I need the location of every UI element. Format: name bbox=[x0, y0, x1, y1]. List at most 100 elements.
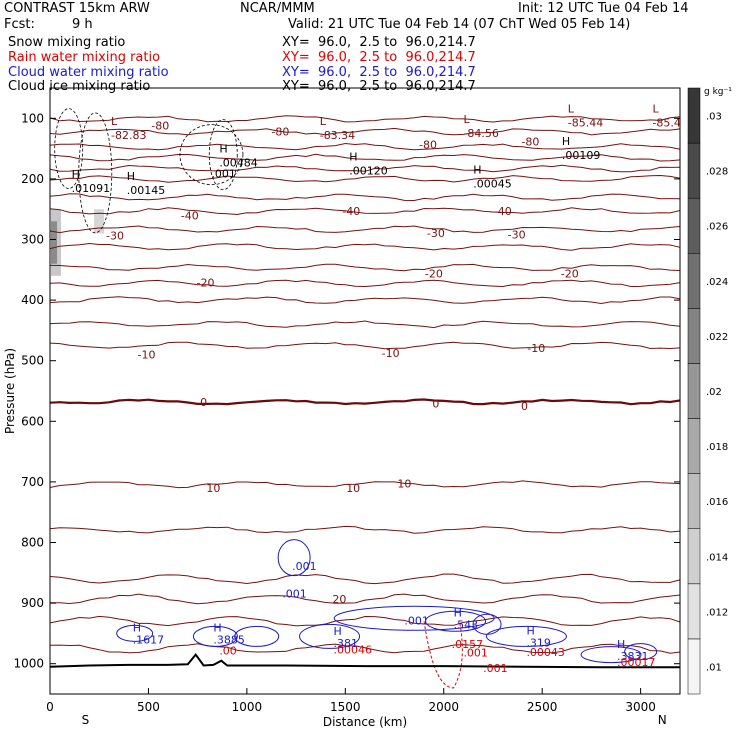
colorbar-label: .03 bbox=[706, 112, 722, 123]
isotherm-label: 10 bbox=[346, 482, 360, 495]
isotherm bbox=[49, 525, 681, 534]
cloud-water-contour bbox=[333, 605, 495, 631]
y-tick-label: 500 bbox=[21, 354, 44, 368]
rain-value: .00 bbox=[219, 645, 237, 658]
rain-value: .001 bbox=[463, 646, 488, 659]
cloud-extremum-value: .381 bbox=[334, 637, 359, 650]
cloud-water-contour bbox=[116, 624, 154, 642]
colorbar-label: .028 bbox=[706, 167, 728, 178]
field-cloud-name: Cloud water mixing ratio bbox=[8, 65, 169, 80]
isotherm-label: -80 bbox=[151, 120, 169, 133]
colorbar-swatch bbox=[687, 363, 701, 419]
valid-time: Valid: 21 UTC Tue 04 Feb 14 (07 ChT Wed … bbox=[288, 17, 631, 32]
cloud-water-contour bbox=[580, 646, 642, 664]
isotherm-label: 20 bbox=[332, 593, 346, 606]
rain-value: .00046 bbox=[334, 643, 373, 656]
fcst-value: 9 h bbox=[72, 17, 93, 32]
isotherm-label: -40 bbox=[494, 205, 512, 218]
snow-shading-layer bbox=[51, 209, 104, 276]
colorbar-label: .014 bbox=[706, 552, 728, 563]
cloud-label: .001 bbox=[292, 560, 317, 573]
colorbar-label: .022 bbox=[706, 332, 728, 343]
end-label-right: N bbox=[658, 713, 667, 727]
colorbar: .01 .012 .014 .016 .018 .02 .022 .024 .026 .028 .0… bbox=[687, 87, 732, 695]
cloud-extremum-value: .3831 bbox=[617, 650, 649, 663]
extremum-letter: H bbox=[562, 135, 570, 148]
cloud-extremum-value: .543 bbox=[454, 618, 479, 631]
isotherm-label: -20 bbox=[197, 277, 215, 290]
isotherm-label: 0 bbox=[521, 400, 528, 413]
isotherm bbox=[49, 207, 681, 216]
y-axis-label: Pressure (hPa) bbox=[3, 348, 17, 434]
extremum-value: -82.83 bbox=[111, 129, 146, 142]
isotherm bbox=[49, 127, 681, 136]
isotherm bbox=[49, 164, 681, 173]
cloud-water-contour bbox=[234, 625, 280, 647]
field-rain-xy: XY= 96.0, 2.5 to 96.0,214.7 bbox=[282, 50, 476, 65]
extremum-letter: L bbox=[652, 103, 659, 116]
cloud-extremum-letter: H bbox=[213, 621, 221, 634]
isotherm bbox=[49, 643, 681, 654]
extremum-value: .00484 bbox=[219, 157, 258, 170]
terrain-line bbox=[49, 652, 680, 669]
isotherm bbox=[49, 242, 681, 251]
isotherm-label: -20 bbox=[561, 267, 579, 280]
cloud-extremum-value: .319 bbox=[526, 636, 551, 649]
extremum-value: .00145 bbox=[127, 184, 166, 197]
extremum-letter: L bbox=[568, 103, 575, 116]
extremum-value: -85.4 bbox=[652, 117, 680, 130]
extremum-value: .01091 bbox=[72, 182, 111, 195]
rain-value: .001 bbox=[483, 662, 508, 675]
colorbar-label: .01 bbox=[706, 662, 722, 673]
isotherm bbox=[49, 263, 681, 272]
extremum-letter: H bbox=[349, 151, 357, 164]
rain-value: .00043 bbox=[526, 646, 565, 659]
isotherm-label: -10 bbox=[382, 347, 400, 360]
isotherm-layer bbox=[49, 115, 681, 654]
snow-contour bbox=[78, 112, 113, 234]
isotherm bbox=[49, 174, 681, 183]
extremum-value: .00045 bbox=[473, 177, 512, 190]
cloud-extremum-value: .3885 bbox=[213, 633, 245, 646]
cloud-extremum-letter: H bbox=[133, 621, 141, 634]
snow-contour bbox=[208, 119, 238, 191]
y-tick-label: 1000 bbox=[13, 657, 44, 671]
colorbar-swatch bbox=[687, 308, 701, 364]
snow-shading bbox=[51, 221, 57, 264]
cloud-water-contour bbox=[425, 610, 487, 632]
colorbar-label: .012 bbox=[706, 607, 728, 618]
rain-layer bbox=[423, 621, 463, 689]
field-ice-xy: XY= 96.0, 2.5 to 96.0,214.7 bbox=[282, 79, 476, 94]
cloud-water-contour bbox=[299, 623, 361, 649]
x-tick-label: 3000 bbox=[625, 700, 656, 714]
colorbar-swatch bbox=[687, 473, 701, 529]
snow-label: .001 bbox=[211, 168, 236, 181]
isotherm bbox=[49, 279, 681, 288]
extremum-letter: H bbox=[72, 168, 80, 181]
snow-contour bbox=[179, 124, 244, 186]
isotherm bbox=[49, 615, 681, 627]
colorbar-label: .026 bbox=[706, 222, 728, 233]
extremum-value: .00109 bbox=[562, 149, 601, 162]
colorbar-unit: g kg⁻¹ bbox=[704, 87, 732, 97]
isotherm bbox=[49, 320, 681, 329]
contour-label-layer: -80 -80 -80 -80 -40 -40 -40 -30 -30 -30 -20 -20 -20 -… bbox=[72, 103, 681, 675]
colorbar-label: .016 bbox=[706, 497, 728, 508]
cloud-water-contour bbox=[485, 625, 567, 647]
cloud-extremum-letter: H bbox=[454, 606, 462, 619]
field-cloud-xy: XY= 96.0, 2.5 to 96.0,214.7 bbox=[282, 65, 476, 80]
end-label-left: S bbox=[82, 713, 90, 727]
cloud-extremum-letter: H bbox=[526, 624, 534, 637]
isotherm-label: -30 bbox=[106, 229, 124, 242]
cloud-water-contour bbox=[277, 539, 311, 577]
x-tick-label: 0 bbox=[46, 700, 54, 714]
extremum-value: .00120 bbox=[349, 165, 388, 178]
isotherm bbox=[49, 193, 681, 202]
cloud-extremum-letter: H bbox=[617, 638, 625, 651]
isotherm-label: -40 bbox=[181, 209, 199, 222]
snow-contour bbox=[54, 108, 84, 190]
snow-contour-layer bbox=[54, 108, 244, 234]
isotherm bbox=[49, 142, 681, 151]
colorbar-swatch bbox=[687, 583, 701, 640]
field-snow-name: Snow mixing ratio bbox=[8, 35, 126, 50]
